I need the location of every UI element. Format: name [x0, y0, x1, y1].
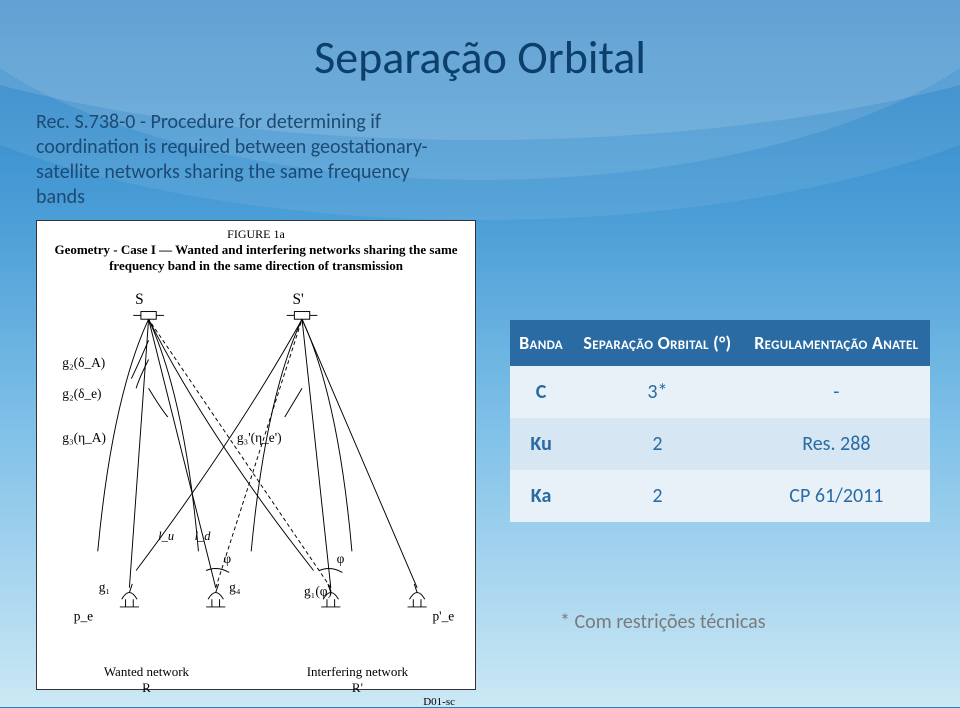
svg-text:g₂(δ_e): g₂(δ_e) — [62, 385, 101, 400]
table-row: C 3* - — [510, 366, 930, 418]
svg-text:φ: φ — [223, 550, 231, 565]
figure-id: D01-sc — [45, 696, 467, 708]
interfering-R: R' — [307, 680, 408, 696]
geometry-diagram: S S' — [45, 275, 467, 655]
col-separacao: Separação Orbital (°) — [572, 320, 743, 366]
svg-text:φ: φ — [337, 550, 345, 565]
figure-number: FIGURE 1a — [45, 227, 467, 242]
wanted-label: Wanted network — [104, 664, 189, 680]
recommendation-text: Rec. S.738-0 - Procedure for determining… — [36, 110, 456, 210]
svg-text:p'_e: p'_e — [432, 608, 454, 623]
interfering-label: Interfering network — [307, 664, 408, 680]
svg-text:g₁: g₁ — [99, 579, 110, 594]
slide-title: Separação Orbital — [314, 30, 646, 86]
separation-table: Banda Separação Orbital (°) Regulamentaç… — [510, 320, 930, 522]
table-row: Ku 2 Res. 288 — [510, 418, 930, 470]
svg-text:p_e: p_e — [74, 608, 93, 623]
svg-text:g₄: g₄ — [229, 579, 241, 594]
footnote: * Com restrições técnicas — [560, 610, 766, 634]
col-banda: Banda — [510, 320, 572, 366]
svg-text:l_u: l_u — [158, 528, 174, 542]
col-regulamentacao: Regulamentação Anatel — [743, 320, 930, 366]
geometry-figure: FIGURE 1a Geometry - Case I — Wanted and… — [36, 220, 476, 690]
wanted-R: R — [104, 680, 189, 696]
figure-caption: Geometry - Case I — Wanted and interferi… — [54, 242, 457, 273]
svg-text:g₁(φ): g₁(φ) — [304, 583, 332, 598]
svg-text:g₃(η_A): g₃(η_A) — [62, 429, 106, 444]
svg-text:l_d: l_d — [195, 528, 212, 542]
svg-text:g₃'(η_e'): g₃'(η_e') — [237, 429, 282, 444]
svg-text:g₂(δ_A): g₂(δ_A) — [62, 355, 105, 370]
svg-text:S': S' — [292, 290, 304, 307]
table-header-row: Banda Separação Orbital (°) Regulamentaç… — [510, 320, 930, 366]
table-row: Ka 2 CP 61/2011 — [510, 470, 930, 522]
svg-text:S: S — [135, 290, 144, 307]
